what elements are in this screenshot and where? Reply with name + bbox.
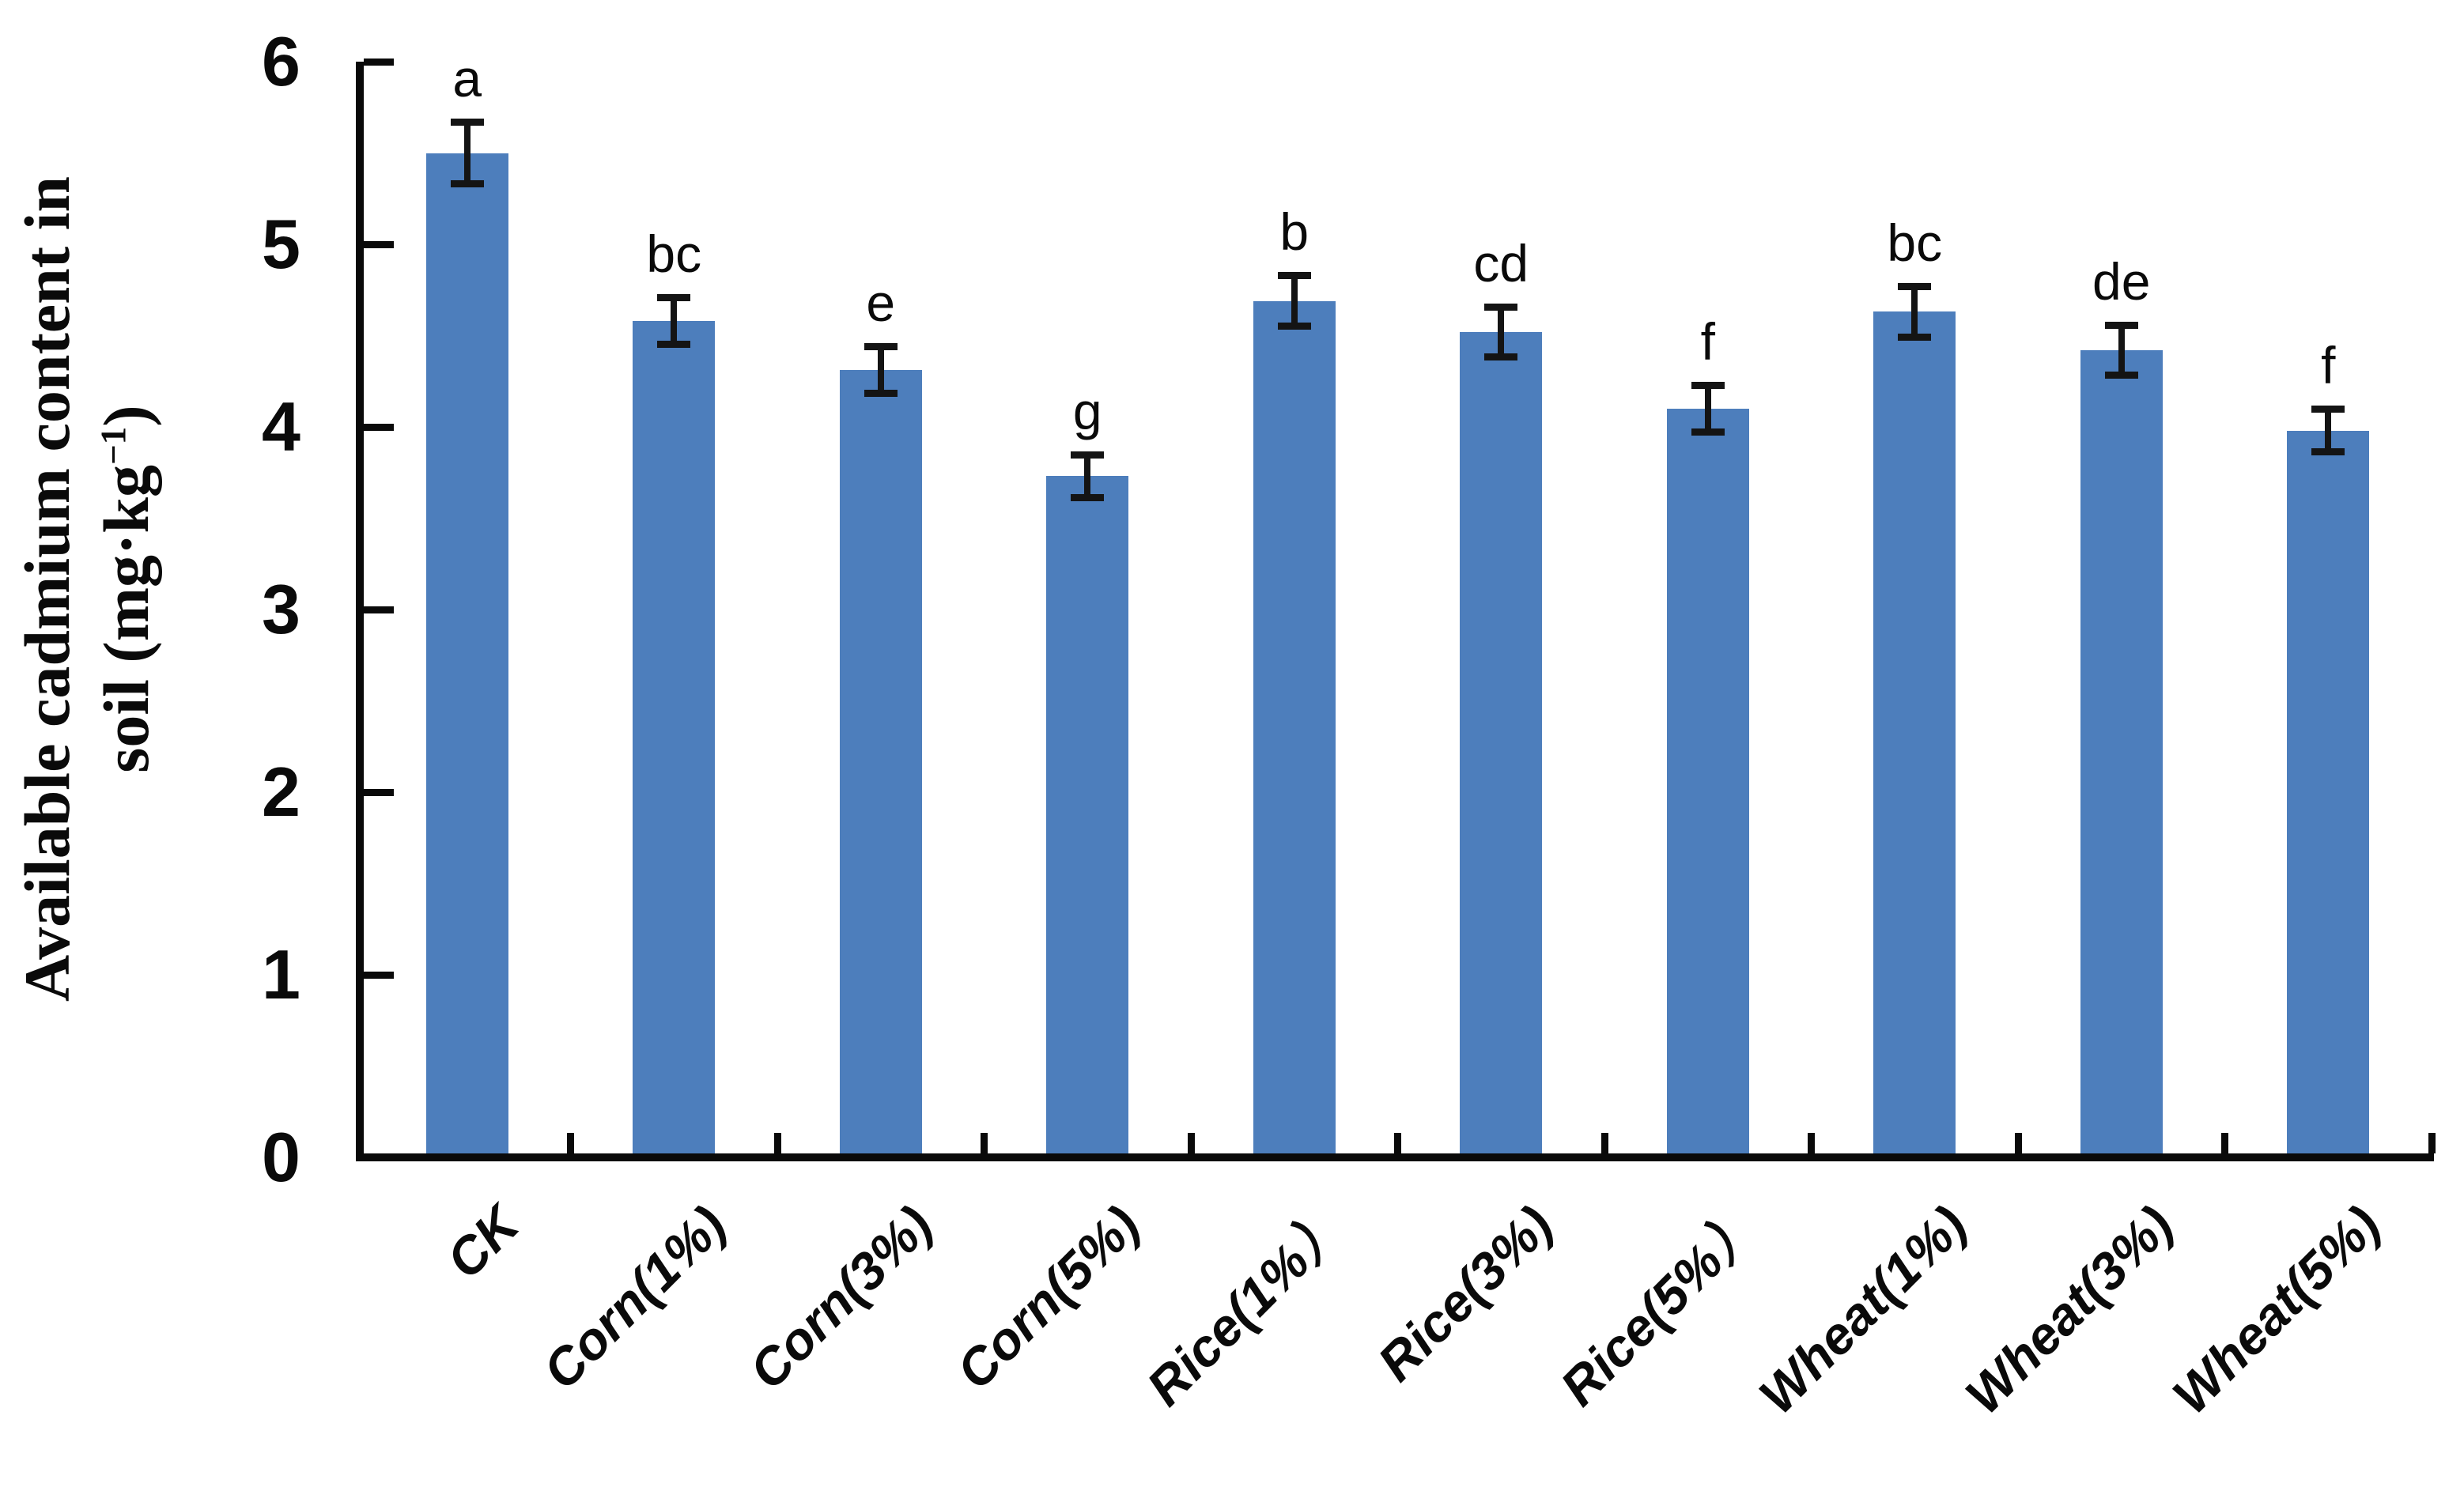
error-bar-line bbox=[1704, 384, 1711, 432]
bar-Corn(3%) bbox=[839, 370, 922, 1157]
x-axis-tick bbox=[567, 1133, 574, 1153]
x-axis-tick bbox=[2428, 1133, 2436, 1153]
x-axis-category-label: Wheat(5%) bbox=[2160, 1195, 2391, 1425]
significance-letter: f bbox=[1700, 311, 1715, 371]
y-axis-tick bbox=[364, 1153, 394, 1161]
y-axis-title: Available cadmium content in soil (mg·kg… bbox=[8, 0, 166, 1206]
error-bar-cap-top bbox=[1071, 451, 1105, 459]
x-axis-line bbox=[356, 1153, 2434, 1161]
y-axis-tick-label: 1 bbox=[262, 935, 300, 1014]
y-axis-tick-label: 3 bbox=[262, 570, 300, 648]
bar-Wheat(3%) bbox=[2080, 349, 2163, 1157]
bar-CK bbox=[425, 153, 508, 1157]
y-axis-line bbox=[356, 62, 364, 1161]
significance-letter: f bbox=[2321, 335, 2336, 394]
y-axis-title-line1: Available cadmium content in bbox=[11, 176, 83, 1002]
error-bar-line bbox=[1498, 306, 1505, 358]
significance-letter: g bbox=[1072, 381, 1102, 440]
x-axis-tick bbox=[2014, 1133, 2022, 1153]
error-bar-cap-bottom bbox=[450, 179, 484, 187]
y-axis-tick bbox=[364, 606, 394, 613]
y-axis-tick-label: 4 bbox=[262, 387, 300, 466]
error-bar-cap-top bbox=[864, 343, 898, 351]
error-bar-line bbox=[877, 346, 884, 394]
x-axis-tick bbox=[2221, 1133, 2228, 1153]
error-bar-cap-bottom bbox=[1691, 428, 1725, 436]
x-axis-tick bbox=[1808, 1133, 1815, 1153]
x-axis-category-label: Rice(3%) bbox=[1366, 1195, 1564, 1392]
error-bar-cap-top bbox=[1484, 303, 1518, 311]
error-bar-line bbox=[1291, 275, 1298, 327]
error-bar-cap-bottom bbox=[1277, 322, 1311, 330]
y-axis-tick bbox=[364, 240, 394, 248]
y-axis-title-line2: soil (mg·kg−1) bbox=[90, 405, 162, 773]
bar-Corn(5%) bbox=[1046, 476, 1129, 1157]
significance-letter: cd bbox=[1473, 233, 1529, 293]
significance-letter: de bbox=[2092, 251, 2151, 311]
error-bar-line bbox=[671, 296, 678, 345]
error-bar-cap-top bbox=[2311, 405, 2345, 413]
significance-letter: b bbox=[1279, 202, 1309, 262]
x-axis-category-label: Rice(5%） bbox=[1548, 1195, 1771, 1417]
x-axis-category-label: Corn(3%) bbox=[738, 1195, 944, 1401]
significance-letter: e bbox=[866, 274, 896, 333]
y-axis-tick-label: 5 bbox=[262, 205, 300, 283]
bar-Rice(5%） bbox=[1666, 408, 1749, 1157]
error-bar-cap-top bbox=[1898, 283, 1932, 291]
significance-letter: a bbox=[452, 49, 482, 108]
y-axis-tick bbox=[364, 971, 394, 979]
error-bar-cap-bottom bbox=[1484, 353, 1518, 361]
error-bar-cap-top bbox=[1691, 381, 1725, 389]
error-bar-line bbox=[2118, 324, 2125, 376]
bar-Rice(1%） bbox=[1253, 300, 1336, 1157]
error-bar-cap-bottom bbox=[657, 341, 691, 349]
error-bar-line bbox=[1084, 454, 1091, 499]
error-bar-cap-bottom bbox=[864, 390, 898, 398]
error-bar-line bbox=[463, 122, 471, 184]
error-bar-line bbox=[1911, 286, 1918, 338]
x-axis-tick bbox=[981, 1133, 988, 1153]
error-bar-cap-bottom bbox=[1898, 333, 1932, 341]
x-axis-category-label: CK bbox=[435, 1195, 531, 1290]
y-axis-tick-label: 2 bbox=[262, 753, 300, 831]
error-bar-cap-bottom bbox=[2311, 448, 2345, 456]
y-axis-tick bbox=[364, 788, 394, 796]
x-axis-tick bbox=[773, 1133, 781, 1153]
x-axis-category-label: Wheat(3%) bbox=[1954, 1195, 2185, 1425]
error-bar-cap-bottom bbox=[1071, 494, 1105, 502]
error-bar-cap-top bbox=[1277, 272, 1311, 280]
error-bar-cap-top bbox=[450, 119, 484, 126]
x-axis-category-label: Rice(1%） bbox=[1135, 1195, 1358, 1417]
significance-letter: bc bbox=[646, 224, 702, 283]
bar-Wheat(1%) bbox=[1873, 311, 1956, 1157]
x-axis-category-label: Corn(5%) bbox=[945, 1195, 1151, 1401]
error-bar-line bbox=[2325, 408, 2332, 453]
y-axis-title-superscript: −1 bbox=[93, 426, 134, 466]
x-axis-tick bbox=[1187, 1133, 1195, 1153]
y-axis-tick-label: 6 bbox=[262, 22, 300, 100]
x-axis-category-label: Corn(1%) bbox=[531, 1195, 737, 1401]
bar-Corn(1%) bbox=[633, 321, 716, 1157]
y-axis-tick-label: 0 bbox=[262, 1118, 300, 1196]
bar-Wheat(5%) bbox=[2287, 430, 2370, 1157]
significance-letter: bc bbox=[1887, 213, 1943, 273]
x-axis-tick bbox=[1394, 1133, 1401, 1153]
x-axis-tick bbox=[1600, 1133, 1608, 1153]
y-axis-tick bbox=[364, 58, 394, 66]
y-axis-tick bbox=[364, 423, 394, 431]
error-bar-cap-bottom bbox=[2104, 372, 2138, 379]
bar-Rice(3%) bbox=[1460, 331, 1543, 1157]
error-bar-cap-top bbox=[2104, 321, 2138, 329]
error-bar-cap-top bbox=[657, 293, 691, 301]
x-axis-category-label: Wheat(1%) bbox=[1747, 1195, 1978, 1425]
